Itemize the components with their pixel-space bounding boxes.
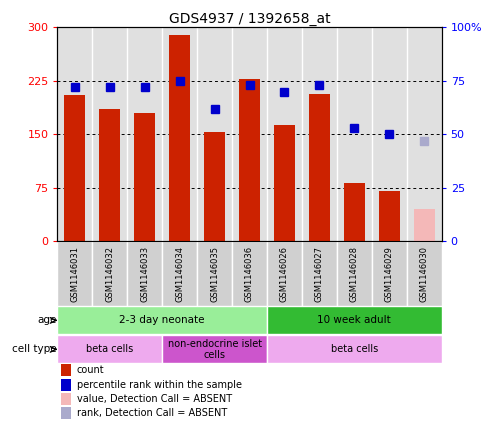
Bar bbox=[57, 307, 267, 334]
Bar bbox=[302, 27, 337, 241]
Bar bbox=[267, 307, 442, 334]
Bar bbox=[127, 27, 162, 241]
Bar bbox=[309, 94, 330, 241]
Text: 2-3 day neonate: 2-3 day neonate bbox=[119, 316, 205, 325]
Bar bbox=[169, 35, 190, 241]
Bar bbox=[61, 379, 71, 391]
Text: cell type: cell type bbox=[12, 344, 57, 354]
Text: GSM1146036: GSM1146036 bbox=[245, 246, 254, 302]
Title: GDS4937 / 1392658_at: GDS4937 / 1392658_at bbox=[169, 12, 330, 27]
Text: non-endocrine islet
cells: non-endocrine islet cells bbox=[168, 338, 261, 360]
Text: beta cells: beta cells bbox=[331, 344, 378, 354]
Bar bbox=[344, 183, 365, 241]
Text: GSM1146033: GSM1146033 bbox=[140, 246, 149, 302]
Text: rank, Detection Call = ABSENT: rank, Detection Call = ABSENT bbox=[77, 408, 227, 418]
Bar bbox=[302, 241, 337, 306]
Text: GSM1146030: GSM1146030 bbox=[420, 246, 429, 302]
Text: GSM1146035: GSM1146035 bbox=[210, 246, 219, 302]
Bar bbox=[197, 241, 232, 306]
Bar bbox=[267, 27, 302, 241]
Text: beta cells: beta cells bbox=[86, 344, 133, 354]
Text: GSM1146029: GSM1146029 bbox=[385, 246, 394, 302]
Bar bbox=[239, 79, 260, 241]
Text: value, Detection Call = ABSENT: value, Detection Call = ABSENT bbox=[77, 394, 232, 404]
Bar bbox=[134, 113, 155, 241]
Text: 10 week adult: 10 week adult bbox=[317, 316, 391, 325]
Bar bbox=[99, 110, 120, 241]
Bar bbox=[274, 125, 295, 241]
Bar bbox=[407, 241, 442, 306]
Bar bbox=[57, 241, 92, 306]
Text: GSM1146026: GSM1146026 bbox=[280, 246, 289, 302]
Bar bbox=[379, 191, 400, 241]
Bar bbox=[92, 241, 127, 306]
Bar bbox=[162, 241, 197, 306]
Bar bbox=[57, 335, 162, 363]
Bar bbox=[57, 27, 92, 241]
Bar bbox=[232, 27, 267, 241]
Bar bbox=[267, 241, 302, 306]
Bar bbox=[407, 27, 442, 241]
Bar bbox=[162, 335, 267, 363]
Text: count: count bbox=[77, 365, 104, 376]
Bar bbox=[372, 241, 407, 306]
Text: GSM1146028: GSM1146028 bbox=[350, 246, 359, 302]
Text: percentile rank within the sample: percentile rank within the sample bbox=[77, 380, 242, 390]
Text: age: age bbox=[37, 316, 57, 325]
Bar bbox=[204, 132, 225, 241]
Bar bbox=[61, 364, 71, 376]
Bar bbox=[267, 335, 442, 363]
Bar bbox=[162, 27, 197, 241]
Bar bbox=[337, 27, 372, 241]
Bar bbox=[127, 241, 162, 306]
Text: GSM1146032: GSM1146032 bbox=[105, 246, 114, 302]
Text: GSM1146031: GSM1146031 bbox=[70, 246, 79, 302]
Bar bbox=[64, 95, 85, 241]
Bar bbox=[232, 241, 267, 306]
Bar bbox=[61, 407, 71, 419]
Bar bbox=[337, 241, 372, 306]
Text: GSM1146034: GSM1146034 bbox=[175, 246, 184, 302]
Bar bbox=[372, 27, 407, 241]
Bar bbox=[92, 27, 127, 241]
Bar bbox=[197, 27, 232, 241]
Bar bbox=[414, 209, 435, 241]
Text: GSM1146027: GSM1146027 bbox=[315, 246, 324, 302]
Bar bbox=[61, 393, 71, 405]
